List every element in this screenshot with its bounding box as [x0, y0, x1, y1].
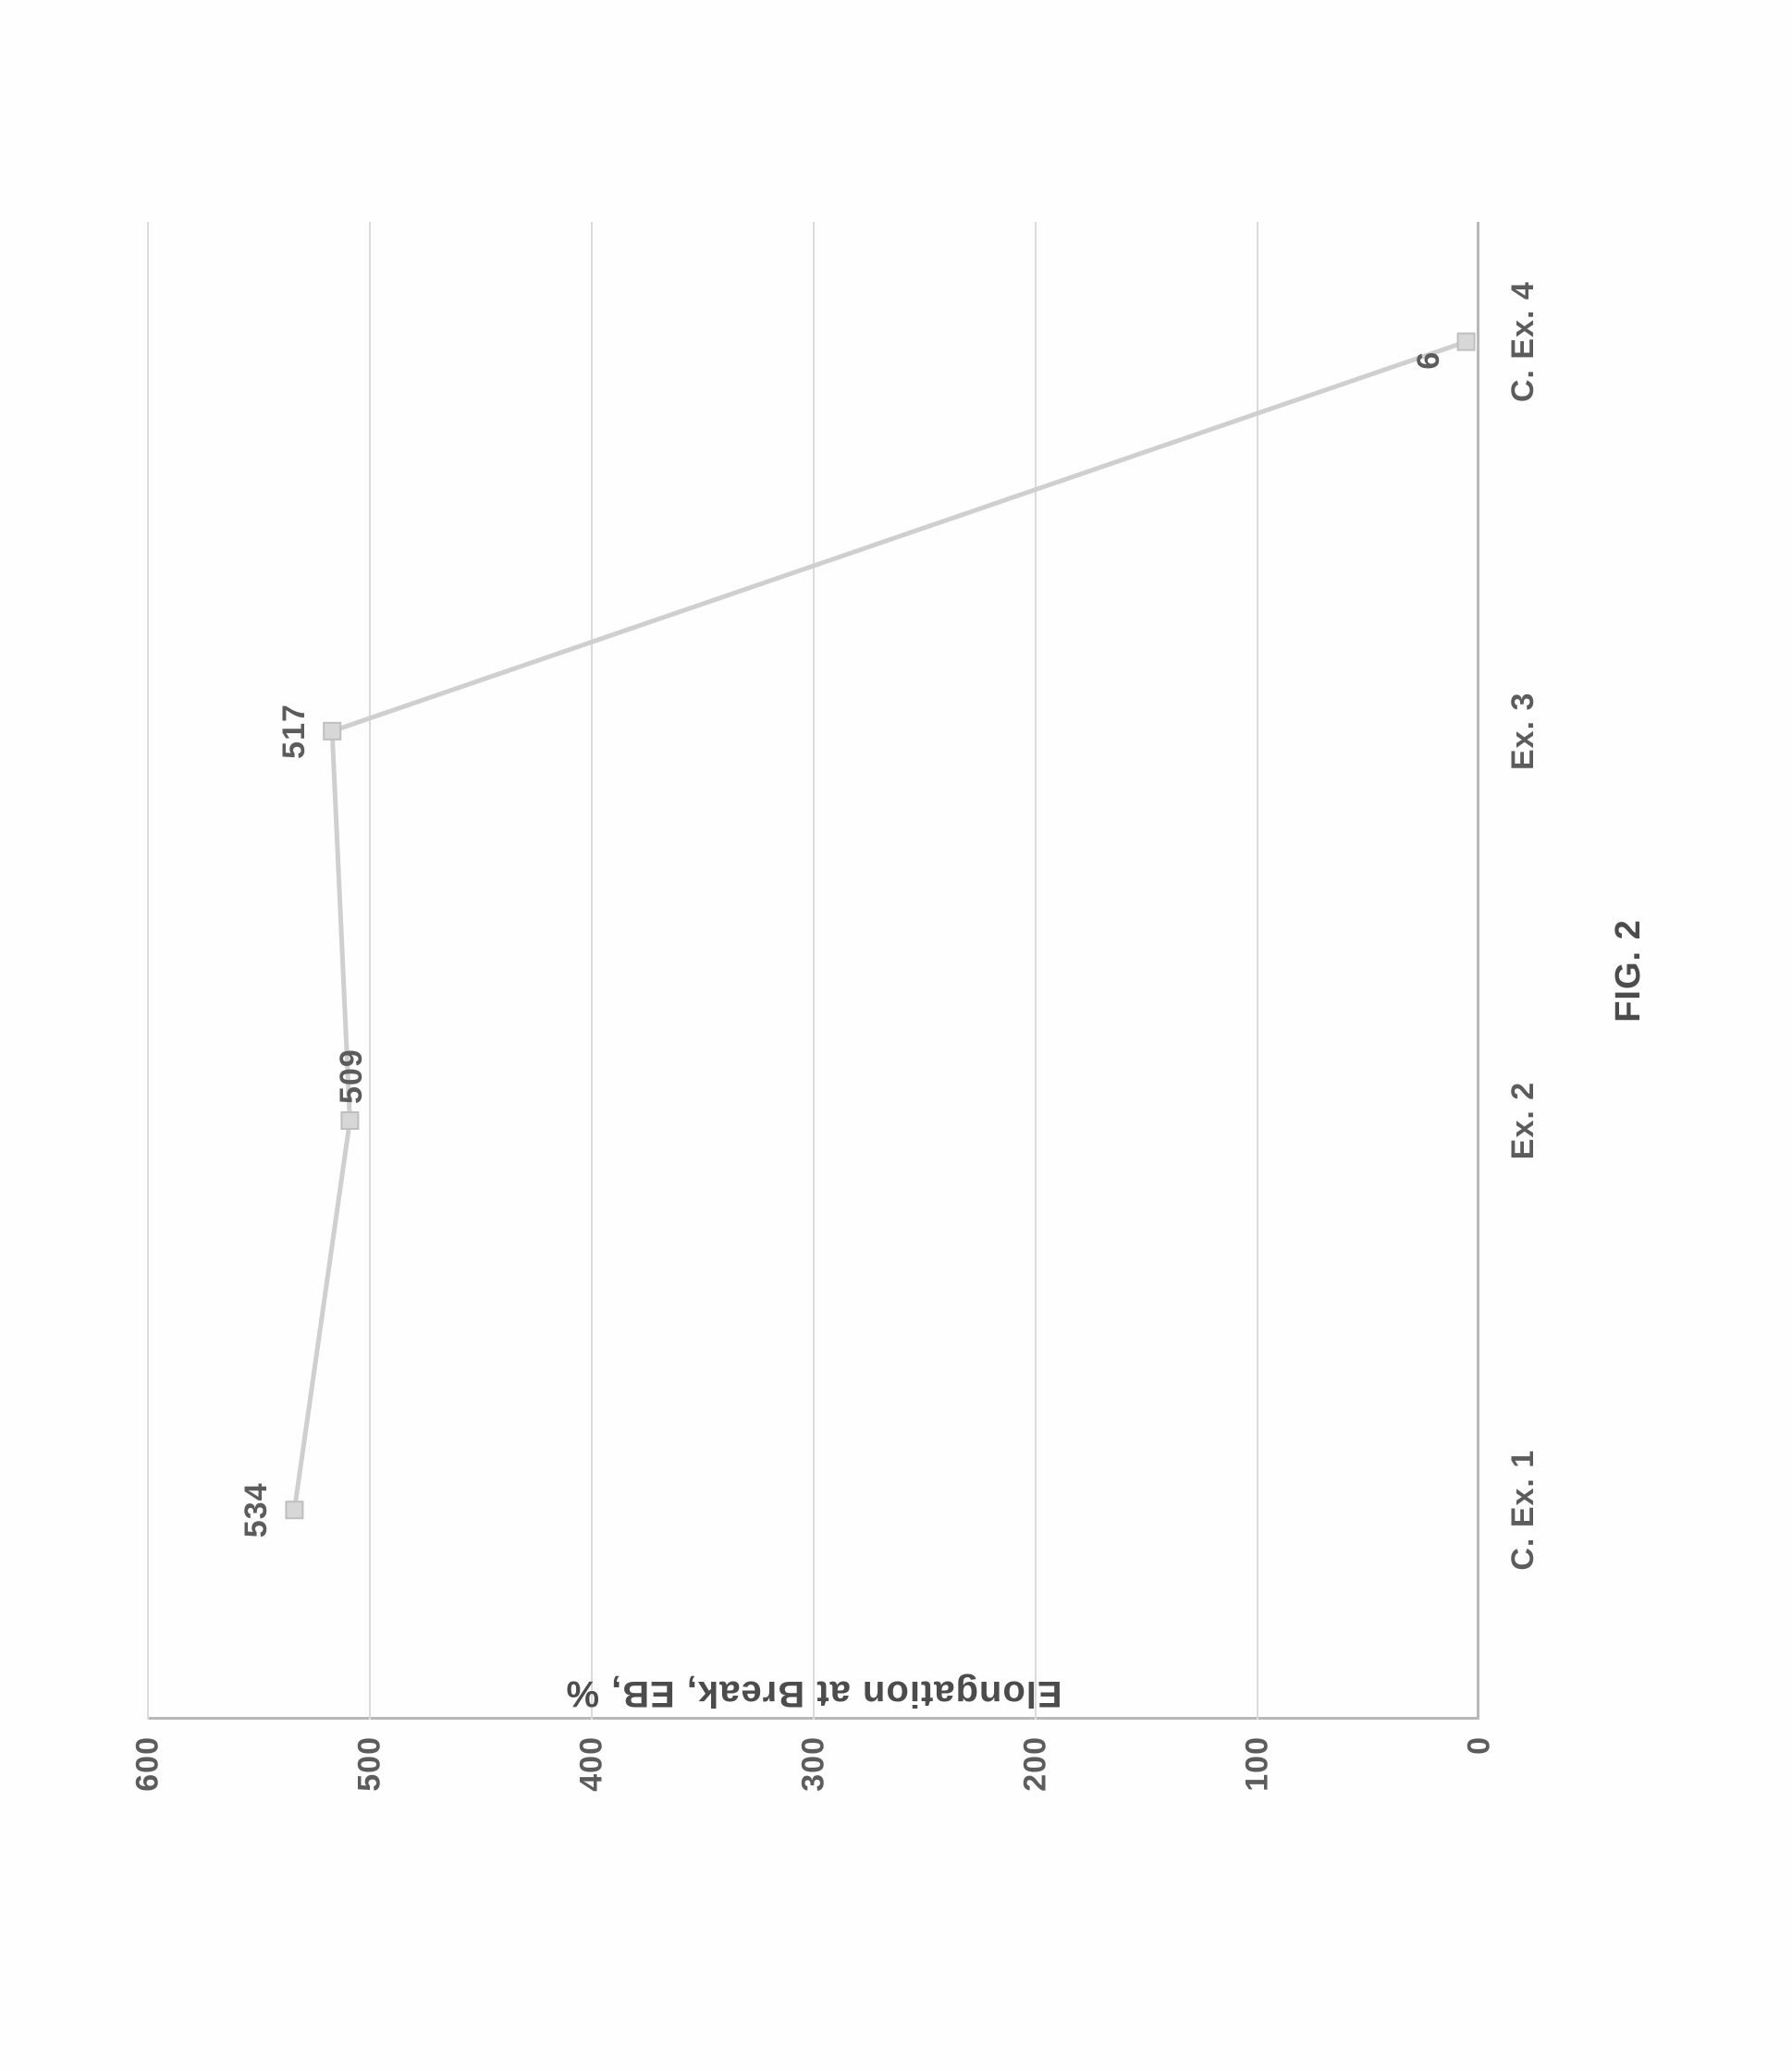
series-marker — [286, 1501, 302, 1518]
series-marker — [1458, 334, 1475, 350]
value-label: 517 — [276, 704, 313, 759]
value-label: 509 — [334, 1048, 370, 1104]
x-tick-label: C. Ex. 4 — [1505, 281, 1541, 402]
x-tick-label: C. Ex. 1 — [1505, 1450, 1541, 1571]
series-svg — [148, 222, 1479, 1720]
value-label: 534 — [239, 1482, 275, 1538]
series-markers — [286, 334, 1474, 1519]
y-tick-label: 400 — [574, 1736, 610, 1792]
series-marker — [341, 1112, 358, 1129]
y-tick-label: 100 — [1240, 1736, 1276, 1792]
y-tick-label: 500 — [352, 1736, 388, 1792]
x-tick-label: Ex. 3 — [1505, 692, 1541, 770]
y-tick-label: 300 — [796, 1736, 832, 1792]
chart-landscape-canvas: 0 100 200 300 400 500 600 C. Ex. 1 Ex. 2 Ex. 3 C.… — [0, 0, 1792, 2071]
value-label: 6 — [1411, 351, 1447, 370]
y-tick-label: 600 — [130, 1736, 166, 1792]
x-tick-label: Ex. 2 — [1505, 1082, 1541, 1159]
figure-caption: FIG. 2 — [1609, 919, 1649, 1023]
plot-area: 0100200300400500600 C. Ex. 1Ex. 2Ex. 3C.… — [148, 222, 1479, 1720]
series-line — [294, 342, 1466, 1511]
chart-container: 0 100 200 300 400 500 600 C. Ex. 1 Ex. 2 Ex. 3 C.… — [0, 0, 1792, 2071]
series-marker — [324, 723, 340, 740]
y-tick-label: 0 — [1462, 1736, 1498, 1755]
y-tick-label: 200 — [1018, 1736, 1054, 1792]
